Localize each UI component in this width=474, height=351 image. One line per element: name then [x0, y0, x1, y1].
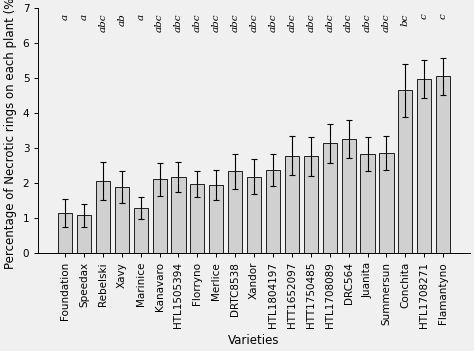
Text: abc: abc	[174, 13, 183, 32]
Bar	[58, 213, 72, 253]
Text: abc: abc	[287, 13, 296, 32]
Bar	[209, 185, 223, 253]
Text: abc: abc	[212, 13, 221, 32]
Bar	[342, 139, 356, 253]
X-axis label: Varieties: Varieties	[228, 334, 280, 347]
Text: ab: ab	[117, 13, 126, 26]
Text: abc: abc	[344, 13, 353, 32]
Text: abc: abc	[363, 13, 372, 32]
Bar	[77, 215, 91, 253]
Bar	[304, 157, 318, 253]
Bar	[228, 171, 242, 253]
Bar	[323, 144, 337, 253]
Bar	[398, 90, 412, 253]
Bar	[436, 76, 450, 253]
Text: abc: abc	[325, 13, 334, 32]
Text: c: c	[438, 13, 447, 19]
Bar	[360, 154, 374, 253]
Text: abc: abc	[382, 13, 391, 32]
Bar	[266, 170, 280, 253]
Text: c: c	[420, 13, 428, 19]
Bar	[115, 187, 129, 253]
Bar	[247, 177, 261, 253]
Bar	[172, 177, 186, 253]
Text: a: a	[80, 13, 89, 20]
Text: bc: bc	[401, 13, 410, 26]
Text: a: a	[136, 13, 145, 20]
Bar	[134, 208, 148, 253]
Text: abc: abc	[268, 13, 277, 32]
Bar	[285, 156, 299, 253]
Y-axis label: Percentage of Necrotic rings on each plant (%): Percentage of Necrotic rings on each pla…	[4, 0, 17, 269]
Text: abc: abc	[250, 13, 259, 32]
Text: a: a	[61, 13, 70, 20]
Text: abc: abc	[306, 13, 315, 32]
Text: abc: abc	[193, 13, 202, 32]
Bar	[379, 153, 393, 253]
Bar	[190, 184, 204, 253]
Bar	[96, 181, 110, 253]
Text: abc: abc	[155, 13, 164, 32]
Text: abc: abc	[231, 13, 240, 32]
Bar	[153, 179, 167, 253]
Text: abc: abc	[99, 13, 108, 32]
Bar	[417, 79, 431, 253]
